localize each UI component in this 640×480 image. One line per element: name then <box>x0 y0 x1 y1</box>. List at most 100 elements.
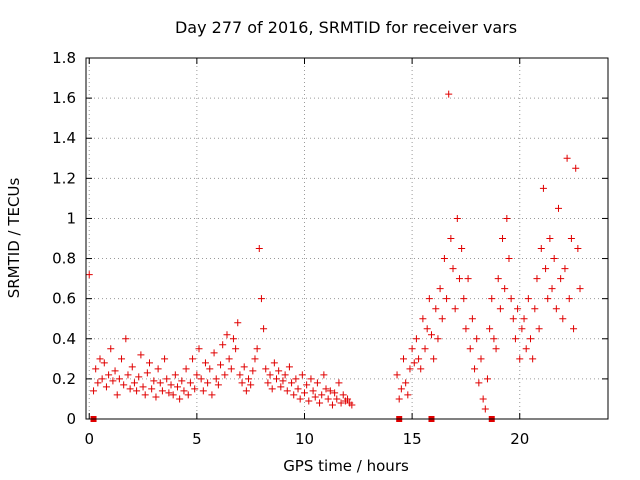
data-point <box>219 341 227 349</box>
y-tick-label: 1.6 <box>52 89 76 107</box>
y-tick-label: 1 <box>66 209 76 227</box>
data-point <box>152 393 160 401</box>
data-point <box>139 383 147 391</box>
data-point <box>266 371 274 379</box>
data-point <box>176 395 184 403</box>
grid <box>86 58 608 419</box>
data-point <box>227 365 235 373</box>
data-point <box>268 385 276 393</box>
data-point <box>572 164 580 172</box>
y-axis: 0 0.2 0.4 0.6 0.8 1 1.2 1.4 1.6 1.8 <box>52 49 608 428</box>
data-point <box>221 371 229 379</box>
data-point <box>335 379 343 387</box>
data-point <box>309 387 317 395</box>
data-point <box>238 379 246 387</box>
data-point <box>189 355 197 363</box>
data-point <box>193 371 201 379</box>
data-point <box>206 365 214 373</box>
data-point <box>277 383 285 391</box>
data-point <box>313 379 321 387</box>
data-point <box>90 387 98 395</box>
data-point <box>475 379 483 387</box>
data-point <box>92 365 100 373</box>
data-point <box>285 363 293 371</box>
data-point <box>96 355 104 363</box>
data-point <box>503 214 511 222</box>
data-point <box>281 371 289 379</box>
data-point <box>337 399 345 407</box>
data-point <box>135 373 143 381</box>
data-point <box>490 335 498 343</box>
data-point <box>107 345 115 353</box>
data-point <box>417 365 425 373</box>
data-point <box>130 379 138 387</box>
x-axis: 0 5 10 15 20 <box>84 58 529 448</box>
data-point <box>412 335 420 343</box>
data-point <box>522 345 530 353</box>
data-point <box>524 295 532 303</box>
data-point <box>518 325 526 333</box>
data-point <box>483 375 491 383</box>
data-point <box>236 371 244 379</box>
data-point <box>501 285 509 293</box>
y-axis-label: SRMTID / TECUs <box>5 178 23 299</box>
data-point <box>449 265 457 273</box>
data-point <box>481 405 489 413</box>
data-point <box>557 275 565 283</box>
data-point <box>191 385 199 393</box>
data-point <box>300 389 308 397</box>
data-point <box>400 355 408 363</box>
data-point <box>451 305 459 313</box>
data-point <box>344 395 352 403</box>
data-point <box>260 325 268 333</box>
data-point <box>514 305 522 313</box>
data-point <box>94 379 102 387</box>
data-point <box>217 361 225 369</box>
data-point <box>234 319 242 327</box>
data-point <box>165 389 173 397</box>
data-point <box>290 391 298 399</box>
data-point <box>122 335 130 343</box>
data-point <box>516 355 524 363</box>
data-point <box>328 401 336 409</box>
data-point <box>232 345 240 353</box>
data-point <box>427 331 435 339</box>
data-point <box>204 379 212 387</box>
data-point <box>402 379 410 387</box>
data-point <box>182 365 190 373</box>
data-point <box>520 315 528 323</box>
data-point <box>436 285 444 293</box>
data-point <box>542 265 550 273</box>
data-points <box>85 90 584 413</box>
data-point <box>128 363 136 371</box>
data-point <box>406 365 414 373</box>
data-point <box>242 387 250 395</box>
data-point <box>146 359 154 367</box>
data-point <box>466 345 474 353</box>
data-point <box>443 295 451 303</box>
y-tick-label: 0.8 <box>52 250 76 268</box>
data-point <box>85 271 93 279</box>
data-point <box>208 391 216 399</box>
data-point <box>275 367 283 375</box>
data-point <box>109 377 117 385</box>
data-point <box>486 325 494 333</box>
data-point <box>318 391 326 399</box>
data-point <box>111 367 119 375</box>
data-point <box>223 331 231 339</box>
data-point <box>533 275 541 283</box>
data-point <box>255 245 263 253</box>
data-point <box>507 295 515 303</box>
data-point <box>559 315 567 323</box>
data-point <box>225 355 233 363</box>
data-point <box>425 295 433 303</box>
data-point <box>124 371 132 379</box>
y-tick-label: 0.2 <box>52 370 76 388</box>
data-point <box>455 275 463 283</box>
data-point <box>105 371 113 379</box>
data-point <box>283 387 291 395</box>
data-point <box>550 255 558 263</box>
chart-title: Day 277 of 2016, SRMTID for receiver var… <box>175 18 517 37</box>
data-point <box>393 371 401 379</box>
data-point <box>115 375 123 383</box>
